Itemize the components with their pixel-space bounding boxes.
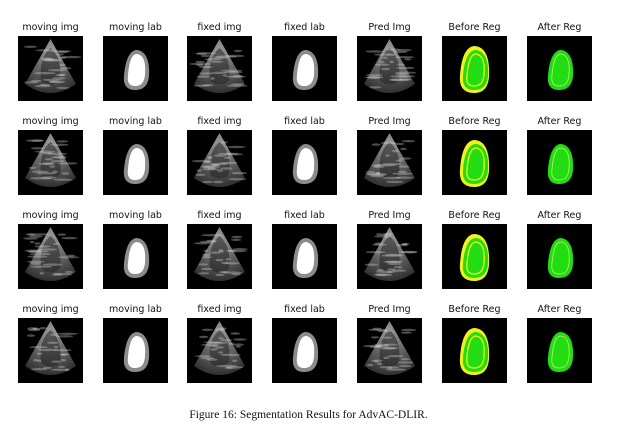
panel-title: After Reg xyxy=(537,22,582,33)
overlay-image xyxy=(527,130,592,195)
panel-title: Pred Img xyxy=(368,116,411,127)
panel-title: fixed img xyxy=(197,304,242,315)
panel-before-reg: Before Reg xyxy=(442,116,507,206)
panel-fixed-img: fixed img xyxy=(187,116,252,206)
overlay-image xyxy=(442,130,507,195)
panel-fixed-img: fixed img xyxy=(187,210,252,300)
panel-title: Before Reg xyxy=(448,210,501,221)
ultrasound-image xyxy=(18,224,83,289)
panel-title: After Reg xyxy=(537,304,582,315)
segmentation-mask xyxy=(272,224,337,289)
panel-moving-lab: moving lab xyxy=(103,22,168,112)
overlay-image xyxy=(442,318,507,383)
ultrasound-image xyxy=(357,318,422,383)
overlay-image xyxy=(527,36,592,101)
panel-fixed-img: fixed img xyxy=(187,22,252,112)
panel-title: Pred Img xyxy=(368,304,411,315)
panel-title: moving img xyxy=(22,304,79,315)
panel-fixed-img: fixed img xyxy=(187,304,252,394)
panel-title: Before Reg xyxy=(448,304,501,315)
panel-moving-img: moving img xyxy=(18,22,83,112)
panel-moving-lab: moving lab xyxy=(103,116,168,206)
panel-title: moving lab xyxy=(109,116,162,127)
panel-title: moving lab xyxy=(109,304,162,315)
segmentation-mask xyxy=(103,130,168,195)
figure-caption: Figure 16: Segmentation Results for AdvA… xyxy=(189,409,428,421)
panel-title: Before Reg xyxy=(448,116,501,127)
panel-before-reg: Before Reg xyxy=(442,304,507,394)
panel-title: Pred Img xyxy=(368,210,411,221)
ultrasound-image xyxy=(357,36,422,101)
panel-fixed-lab: fixed lab xyxy=(272,116,337,206)
panel-before-reg: Before Reg xyxy=(442,22,507,112)
overlay-image xyxy=(527,224,592,289)
ultrasound-image xyxy=(357,130,422,195)
ultrasound-image xyxy=(187,318,252,383)
panel-title: Pred Img xyxy=(368,22,411,33)
panel-after-reg: After Reg xyxy=(527,210,592,300)
ultrasound-image xyxy=(357,224,422,289)
segmentation-mask xyxy=(103,318,168,383)
panel-title: fixed img xyxy=(197,22,242,33)
panel-title: fixed lab xyxy=(284,210,325,221)
ultrasound-image xyxy=(18,130,83,195)
panel-fixed-lab: fixed lab xyxy=(272,22,337,112)
segmentation-mask xyxy=(272,318,337,383)
panel-title: After Reg xyxy=(537,210,582,221)
segmentation-mask xyxy=(272,130,337,195)
overlay-image xyxy=(442,224,507,289)
figure-row: moving img moving lab fixed img xyxy=(14,116,604,206)
panel-pred-img: Pred Img xyxy=(357,304,422,394)
segmentation-mask xyxy=(103,224,168,289)
overlay-image xyxy=(442,36,507,101)
panel-before-reg: Before Reg xyxy=(442,210,507,300)
panel-title: moving lab xyxy=(109,22,162,33)
panel-pred-img: Pred Img xyxy=(357,22,422,112)
panel-title: fixed lab xyxy=(284,304,325,315)
panel-moving-img: moving img xyxy=(18,116,83,206)
panel-after-reg: After Reg xyxy=(527,116,592,206)
panel-after-reg: After Reg xyxy=(527,22,592,112)
ultrasound-image xyxy=(187,36,252,101)
panel-title: fixed img xyxy=(197,210,242,221)
ultrasound-image xyxy=(18,36,83,101)
panel-title: moving lab xyxy=(109,210,162,221)
segmentation-mask xyxy=(272,36,337,101)
panel-after-reg: After Reg xyxy=(527,304,592,394)
panel-fixed-lab: fixed lab xyxy=(272,210,337,300)
figure-row: moving img moving lab fixed img xyxy=(14,22,604,112)
panel-title: fixed img xyxy=(197,116,242,127)
segmentation-mask xyxy=(103,36,168,101)
panel-moving-img: moving img xyxy=(18,304,83,394)
panel-title: moving img xyxy=(22,210,79,221)
panel-moving-lab: moving lab xyxy=(103,304,168,394)
overlay-image xyxy=(527,318,592,383)
ultrasound-image xyxy=(187,224,252,289)
ultrasound-image xyxy=(18,318,83,383)
panel-title: moving img xyxy=(22,116,79,127)
panel-pred-img: Pred Img xyxy=(357,210,422,300)
panel-title: After Reg xyxy=(537,116,582,127)
figure-row: moving img moving lab fixed img xyxy=(14,210,604,300)
panel-pred-img: Pred Img xyxy=(357,116,422,206)
panel-moving-lab: moving lab xyxy=(103,210,168,300)
panel-fixed-lab: fixed lab xyxy=(272,304,337,394)
panel-title: fixed lab xyxy=(284,116,325,127)
panel-title: Before Reg xyxy=(448,22,501,33)
ultrasound-image xyxy=(187,130,252,195)
panel-moving-img: moving img xyxy=(18,210,83,300)
figure-row: moving img moving lab fixed img xyxy=(14,304,604,394)
panel-title: moving img xyxy=(22,22,79,33)
panel-title: fixed lab xyxy=(284,22,325,33)
